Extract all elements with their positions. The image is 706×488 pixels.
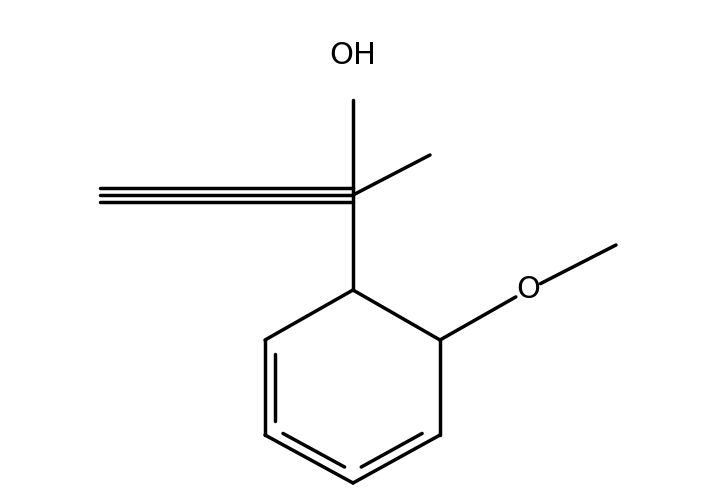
Text: O: O <box>516 276 540 305</box>
Text: OH: OH <box>330 41 376 69</box>
